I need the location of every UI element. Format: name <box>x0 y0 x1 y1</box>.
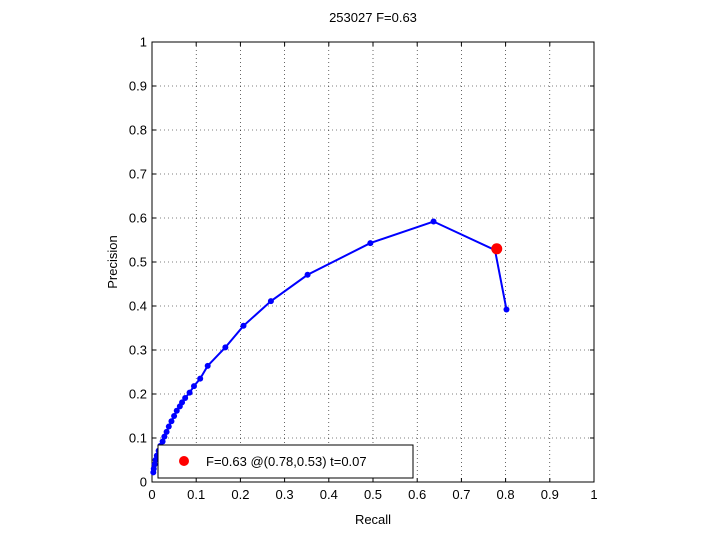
legend-box <box>157 444 414 479</box>
legend: F=0.63 @(0.78,0.53) t=0.07 <box>157 444 414 479</box>
y-tick-label: 0.1 <box>129 431 147 446</box>
pr-curve-point <box>304 271 311 278</box>
pr-curve-point <box>165 423 172 430</box>
x-tick-label: 0.5 <box>364 487 382 502</box>
y-tick-label: 0.9 <box>129 79 147 94</box>
pr-curve-point <box>267 298 274 305</box>
pr-curve-point <box>173 407 180 414</box>
y-tick-label: 0.4 <box>129 299 147 314</box>
pr-curve-point <box>182 394 189 401</box>
pr-curve-point <box>197 375 204 382</box>
grid <box>152 42 594 482</box>
x-axis-label: Recall <box>355 512 391 527</box>
series-group <box>150 218 510 476</box>
x-tick-label: 0.2 <box>231 487 249 502</box>
pr-curve-point <box>168 418 175 425</box>
x-tick-label: 0.6 <box>408 487 426 502</box>
y-tick-labels: 0 0.1 0.2 0.3 0.4 0.5 0.6 0.7 0.8 0.9 1 <box>129 35 147 490</box>
tick-marks <box>151 41 595 483</box>
chart-title: 253027 F=0.63 <box>329 10 417 25</box>
pr-curve-point <box>163 428 170 435</box>
pr-curve-point <box>186 389 193 396</box>
pr-curve-point <box>430 218 437 225</box>
pr-curve-point <box>222 344 229 351</box>
pr-curve-point <box>171 413 178 419</box>
pr-curve-point <box>161 433 168 440</box>
x-tick-label: 0 <box>148 487 155 502</box>
y-tick-label: 0.6 <box>129 211 147 226</box>
pr-curve-point <box>150 469 157 476</box>
best-point-group <box>491 243 503 255</box>
y-axis-label: Precision <box>105 235 120 288</box>
x-tick-label: 0.4 <box>320 487 338 502</box>
x-tick-label: 0.9 <box>541 487 559 502</box>
best-f-point <box>491 243 503 255</box>
x-tick-labels: 0 0.1 0.2 0.3 0.4 0.5 0.6 0.7 0.8 0.9 1 <box>148 487 597 502</box>
pr-curve-point <box>204 362 211 369</box>
legend-marker <box>179 456 189 466</box>
y-tick-label: 0 <box>140 475 147 490</box>
x-tick-label: 0.7 <box>452 487 470 502</box>
pr-curve-point <box>190 383 197 390</box>
pr-curve-point <box>503 306 510 313</box>
y-tick-label: 0.7 <box>129 167 147 182</box>
pr-curve-point <box>240 322 247 329</box>
x-tick-label: 0.8 <box>497 487 515 502</box>
y-tick-label: 0.5 <box>129 255 147 270</box>
y-tick-label: 0.8 <box>129 123 147 138</box>
x-tick-label: 1 <box>590 487 597 502</box>
y-tick-label: 0.3 <box>129 343 147 358</box>
pr-curve-point <box>176 403 183 410</box>
x-tick-label: 0.3 <box>276 487 294 502</box>
y-tick-label: 0.2 <box>129 387 147 402</box>
legend-label: F=0.63 @(0.78,0.53) t=0.07 <box>206 454 367 469</box>
pr-curve-point <box>367 240 374 247</box>
y-tick-label: 1 <box>140 35 147 50</box>
x-tick-label: 0.1 <box>187 487 205 502</box>
